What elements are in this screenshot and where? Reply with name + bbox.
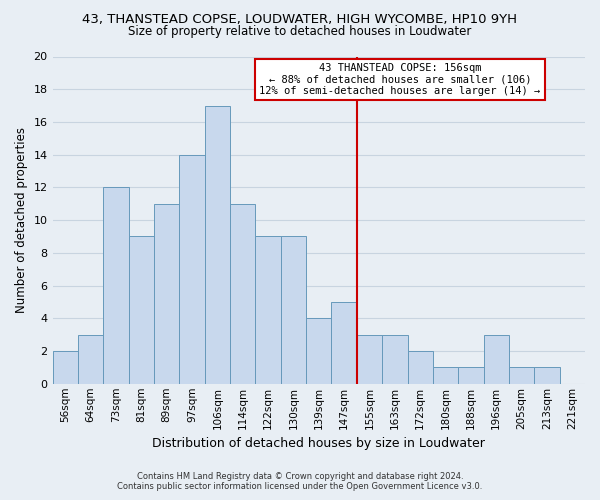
Bar <box>357 334 382 384</box>
Bar <box>458 368 484 384</box>
Bar <box>78 334 103 384</box>
Bar <box>230 204 256 384</box>
Text: Size of property relative to detached houses in Loudwater: Size of property relative to detached ho… <box>128 25 472 38</box>
Bar <box>331 302 357 384</box>
Bar <box>205 106 230 384</box>
Bar <box>306 318 331 384</box>
Text: Contains HM Land Registry data © Crown copyright and database right 2024.
Contai: Contains HM Land Registry data © Crown c… <box>118 472 482 491</box>
Bar <box>256 236 281 384</box>
Y-axis label: Number of detached properties: Number of detached properties <box>15 127 28 313</box>
Bar <box>179 154 205 384</box>
Bar <box>484 334 509 384</box>
Bar <box>154 204 179 384</box>
Bar <box>103 188 128 384</box>
Bar <box>534 368 560 384</box>
X-axis label: Distribution of detached houses by size in Loudwater: Distribution of detached houses by size … <box>152 437 485 450</box>
Bar <box>281 236 306 384</box>
Bar <box>407 351 433 384</box>
Bar <box>53 351 78 384</box>
Bar <box>382 334 407 384</box>
Bar <box>128 236 154 384</box>
Bar <box>433 368 458 384</box>
Text: 43 THANSTEAD COPSE: 156sqm
← 88% of detached houses are smaller (106)
12% of sem: 43 THANSTEAD COPSE: 156sqm ← 88% of deta… <box>259 63 541 96</box>
Text: 43, THANSTEAD COPSE, LOUDWATER, HIGH WYCOMBE, HP10 9YH: 43, THANSTEAD COPSE, LOUDWATER, HIGH WYC… <box>83 12 517 26</box>
Bar <box>509 368 534 384</box>
